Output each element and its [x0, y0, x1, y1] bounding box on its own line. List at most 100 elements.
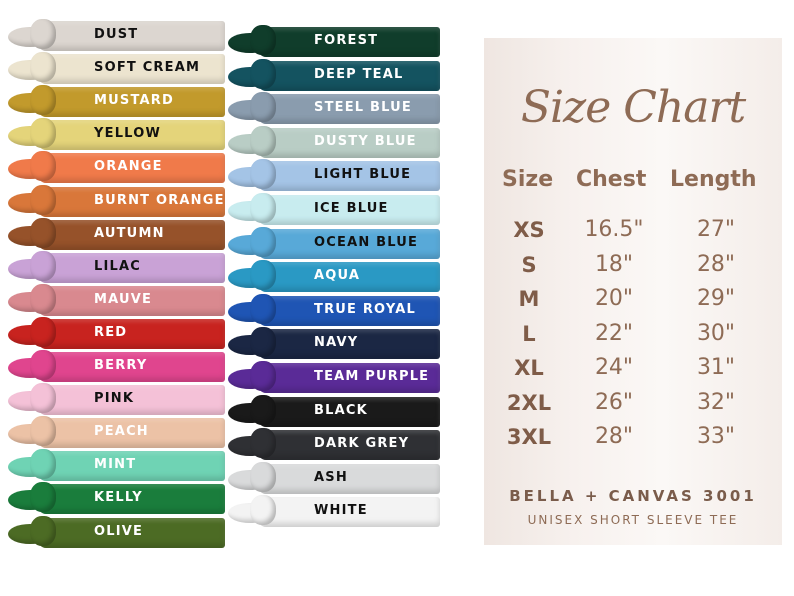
color-swatch[interactable]: BURNT ORANGE	[8, 184, 225, 219]
knot-icon	[30, 383, 56, 414]
shirt-body	[258, 127, 440, 158]
knot-icon	[250, 260, 276, 291]
color-swatch[interactable]: ICE BLUE	[228, 193, 440, 227]
knot-icon	[30, 85, 56, 116]
knot-icon	[30, 52, 56, 83]
color-swatch[interactable]: MUSTARD	[8, 85, 225, 119]
color-name: ICE BLUE	[314, 201, 389, 216]
color-name: LIGHT BLUE	[314, 167, 412, 183]
color-name: NAVY	[314, 335, 359, 351]
size-label: 3XL	[506, 425, 552, 449]
color-name: DUST	[94, 27, 139, 42]
color-swatch[interactable]: PINK	[8, 383, 225, 417]
color-swatch[interactable]: YELLOW	[8, 118, 225, 152]
color-swatch[interactable]: SOFT CREAM	[8, 52, 225, 86]
color-swatch[interactable]: OCEAN BLUE	[228, 226, 440, 261]
knot-icon	[30, 184, 56, 215]
color-swatch[interactable]: TRUE ROYAL	[228, 293, 440, 328]
shirt-body	[38, 252, 225, 283]
color-swatch[interactable]: NAVY	[228, 327, 440, 361]
size-row: XL 24" 31"	[484, 354, 782, 388]
knot-icon	[30, 316, 56, 347]
color-swatch[interactable]: DUSTY BLUE	[228, 125, 440, 160]
shirt-body	[258, 161, 440, 192]
knot-icon	[30, 482, 56, 513]
knot-icon	[30, 350, 56, 380]
knot-icon	[30, 283, 56, 314]
color-name: TEAM PURPLE	[314, 369, 430, 384]
color-name: DEEP TEAL	[314, 66, 404, 82]
color-name: PEACH	[94, 424, 149, 440]
knot-icon	[250, 327, 276, 358]
color-swatch[interactable]: ORANGE	[8, 151, 225, 185]
shirt-body	[258, 295, 440, 326]
color-swatch[interactable]: OLIVE	[8, 515, 225, 550]
knot-icon	[250, 394, 276, 425]
color-name: BERRY	[94, 358, 148, 373]
header-size: Size	[502, 167, 554, 192]
shirt-body	[38, 153, 225, 184]
shirt-body	[258, 497, 440, 528]
shirt-body	[258, 363, 440, 393]
color-name: KELLY	[94, 490, 143, 506]
color-name: ORANGE	[94, 159, 163, 175]
knot-icon	[30, 416, 56, 447]
chest-value: 28"	[594, 424, 634, 449]
color-swatch[interactable]: DEEP TEAL	[228, 58, 440, 93]
shirt-body	[38, 285, 225, 316]
shirt-body	[258, 94, 440, 125]
size-row: 2XL 26" 32"	[484, 389, 782, 423]
shirt-body	[38, 21, 225, 51]
color-name: ASH	[314, 469, 348, 485]
shirt-body	[38, 385, 225, 416]
color-swatch[interactable]: MINT	[8, 449, 225, 483]
chest-value: 22"	[594, 320, 634, 346]
size-label: L	[522, 321, 536, 346]
color-swatch[interactable]: STEEL BLUE	[228, 92, 440, 126]
shirt-body	[258, 27, 440, 57]
length-value: 31"	[696, 355, 736, 380]
shirt-body	[38, 352, 225, 382]
color-swatch[interactable]: ASH	[228, 461, 440, 496]
knot-icon	[250, 92, 276, 123]
color-swatch[interactable]: LIGHT BLUE	[228, 159, 440, 193]
color-name: MUSTARD	[94, 93, 174, 109]
color-name: LILAC	[94, 258, 142, 274]
color-name: AUTUMN	[94, 225, 165, 241]
color-name: MAUVE	[94, 291, 153, 307]
color-swatch[interactable]: FOREST	[228, 25, 440, 59]
color-name: OCEAN BLUE	[314, 234, 419, 250]
chest-value: 16.5"	[584, 217, 644, 242]
size-label: XS	[513, 218, 545, 242]
color-swatch[interactable]: DUST	[8, 19, 225, 53]
length-value: 27"	[696, 217, 736, 242]
color-swatch[interactable]: BERRY	[8, 350, 225, 384]
color-swatch[interactable]: WHITE	[228, 495, 440, 529]
length-value: 28"	[696, 251, 736, 277]
color-swatch[interactable]: RED	[8, 316, 225, 351]
color-name: OLIVE	[94, 523, 144, 539]
color-swatch[interactable]: DARK GREY	[228, 428, 440, 462]
length-value: 29"	[696, 286, 736, 311]
color-swatch[interactable]: TEAM PURPLE	[228, 361, 440, 395]
color-swatch[interactable]: KELLY	[8, 482, 225, 516]
knot-icon	[250, 193, 276, 223]
knot-icon	[30, 151, 56, 182]
size-chart-panel: Size Chart Size Chest Length XS 16.5" 27" S…	[484, 38, 782, 545]
color-name: TRUE ROYAL	[314, 301, 416, 317]
color-swatch[interactable]: AQUA	[228, 260, 440, 294]
color-name: MINT	[94, 457, 137, 473]
shirt-body	[38, 219, 225, 250]
color-swatch[interactable]: PEACH	[8, 416, 225, 450]
color-swatch[interactable]: MAUVE	[8, 283, 225, 318]
shirt-body	[38, 54, 225, 85]
size-row: M 20" 29"	[484, 285, 782, 319]
color-swatch[interactable]: AUTUMN	[8, 217, 225, 252]
size-row: S 18" 28"	[484, 251, 782, 285]
color-swatch[interactable]: LILAC	[8, 250, 225, 285]
knot-icon	[250, 226, 276, 257]
color-swatch[interactable]: BLACK	[228, 394, 440, 429]
length-value: 32"	[696, 389, 736, 415]
color-name: WHITE	[314, 503, 368, 519]
shirt-body	[38, 120, 225, 151]
